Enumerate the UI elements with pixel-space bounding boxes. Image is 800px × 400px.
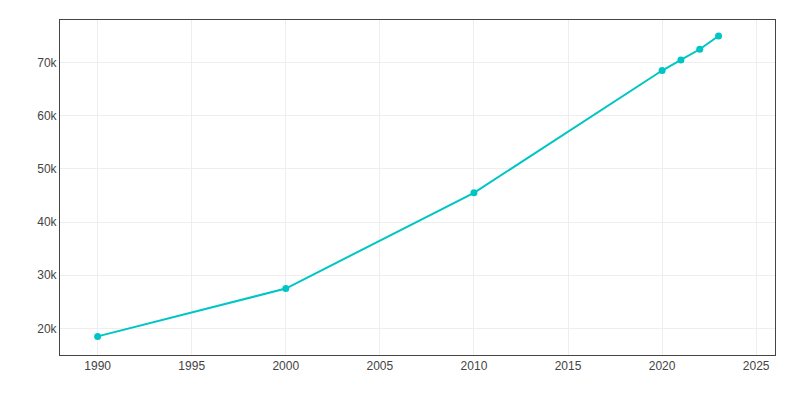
svg-text:2010: 2010 [461,359,488,373]
svg-text:1995: 1995 [178,359,205,373]
svg-text:70k: 70k [37,56,57,70]
svg-text:1990: 1990 [84,359,111,373]
svg-text:2005: 2005 [367,359,394,373]
svg-text:2015: 2015 [555,359,582,373]
svg-text:40k: 40k [37,215,57,229]
svg-text:2025: 2025 [743,359,770,373]
svg-text:20k: 20k [37,322,57,336]
svg-text:60k: 60k [37,109,57,123]
svg-text:2000: 2000 [272,359,299,373]
svg-text:50k: 50k [37,162,57,176]
svg-text:30k: 30k [37,268,57,282]
svg-text:2020: 2020 [649,359,676,373]
